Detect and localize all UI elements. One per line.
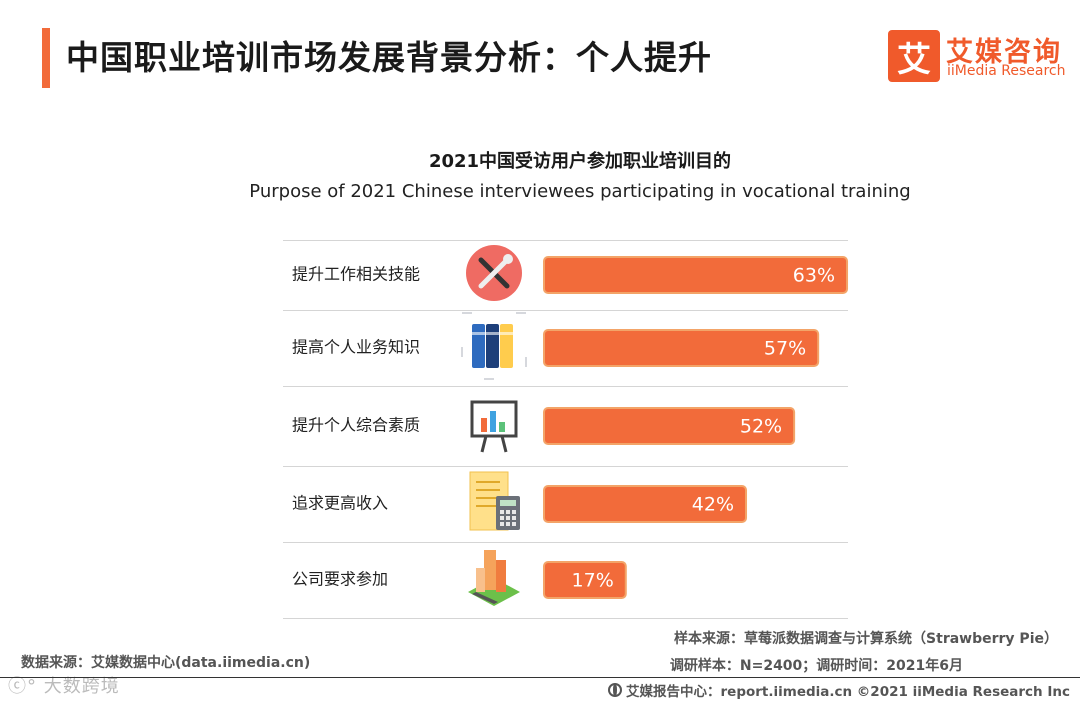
calculator-document-icon (469, 471, 520, 531)
tools-icon (466, 245, 522, 301)
chart-subtitle: Purpose of 2021 Chinese interviewees par… (249, 181, 911, 202)
board-bar (481, 418, 487, 432)
brand-name-en: iiMedia Research (947, 63, 1066, 79)
board-bar (490, 411, 496, 432)
data-source: 数据来源：艾媒数据中心(data.iimedia.cn) (21, 655, 311, 671)
calculator-key (512, 516, 516, 520)
report-center-text: 艾媒报告中心：report.iimedia.cn ©2021 iiMedia R… (626, 684, 1070, 700)
data-label: 57% (764, 338, 806, 360)
data-label: 17% (572, 570, 614, 592)
bar (543, 329, 820, 367)
buildings-icon (468, 550, 520, 606)
report-center: 艾媒报告中心：report.iimedia.cn ©2021 iiMedia R… (608, 680, 1070, 700)
calculator-key (500, 516, 504, 520)
watermark: ⓒ° 大数跨境 (8, 676, 120, 697)
calculator-key (506, 510, 510, 514)
data-label: 63% (793, 265, 835, 287)
bar (543, 485, 748, 523)
book (500, 324, 513, 368)
sample-source: 样本来源：草莓派数据调查与计算系统（Strawberry Pie） (674, 631, 1058, 647)
brand-mark: 艾 (888, 30, 940, 82)
calculator-key (500, 522, 504, 526)
book-stripe (472, 332, 513, 335)
calculator-key (506, 516, 510, 520)
board-leg (480, 435, 488, 453)
brand-name-cn: 艾媒咨询 (946, 37, 1062, 68)
bar (543, 561, 627, 599)
bar (543, 407, 796, 445)
wrench (478, 257, 510, 289)
footer-divider (0, 677, 1080, 678)
books-frame (461, 312, 527, 380)
sample-info: 调研样本：N=2400；调研时间：2021年6月 (669, 658, 963, 674)
board-leg (500, 435, 508, 453)
book (486, 324, 499, 368)
road (472, 592, 498, 604)
page-title: 中国职业培训市场发展背景分析：个人提升 (66, 38, 712, 77)
category-label: 公司要求参加 (292, 570, 388, 589)
building (496, 560, 506, 592)
books-icon (461, 312, 527, 380)
calculator-key (500, 510, 504, 514)
calculator-screen (500, 500, 516, 506)
wrench-head (503, 254, 513, 264)
category-label: 追求更高收入 (292, 494, 388, 513)
board-bar (499, 422, 505, 432)
data-label: 42% (692, 494, 734, 516)
title-accent-bar (42, 28, 50, 88)
calculator-key (512, 522, 516, 526)
calculator-key (506, 522, 510, 526)
building (484, 550, 496, 590)
presentation-board-icon (470, 400, 518, 453)
category-label: 提升个人综合素质 (292, 416, 420, 435)
building (476, 568, 485, 592)
category-label: 提高个人业务知识 (292, 338, 420, 357)
chart-title: 2021中国受访用户参加职业培训目的 (428, 151, 732, 172)
calculator-key (512, 510, 516, 514)
brand-logo: 艾 艾媒咨询 iiMedia Research (888, 30, 1068, 84)
globe-icon (608, 683, 622, 697)
book (472, 324, 485, 368)
bar (543, 256, 849, 294)
data-label: 52% (740, 416, 782, 438)
category-label: 提升工作相关技能 (292, 265, 420, 284)
